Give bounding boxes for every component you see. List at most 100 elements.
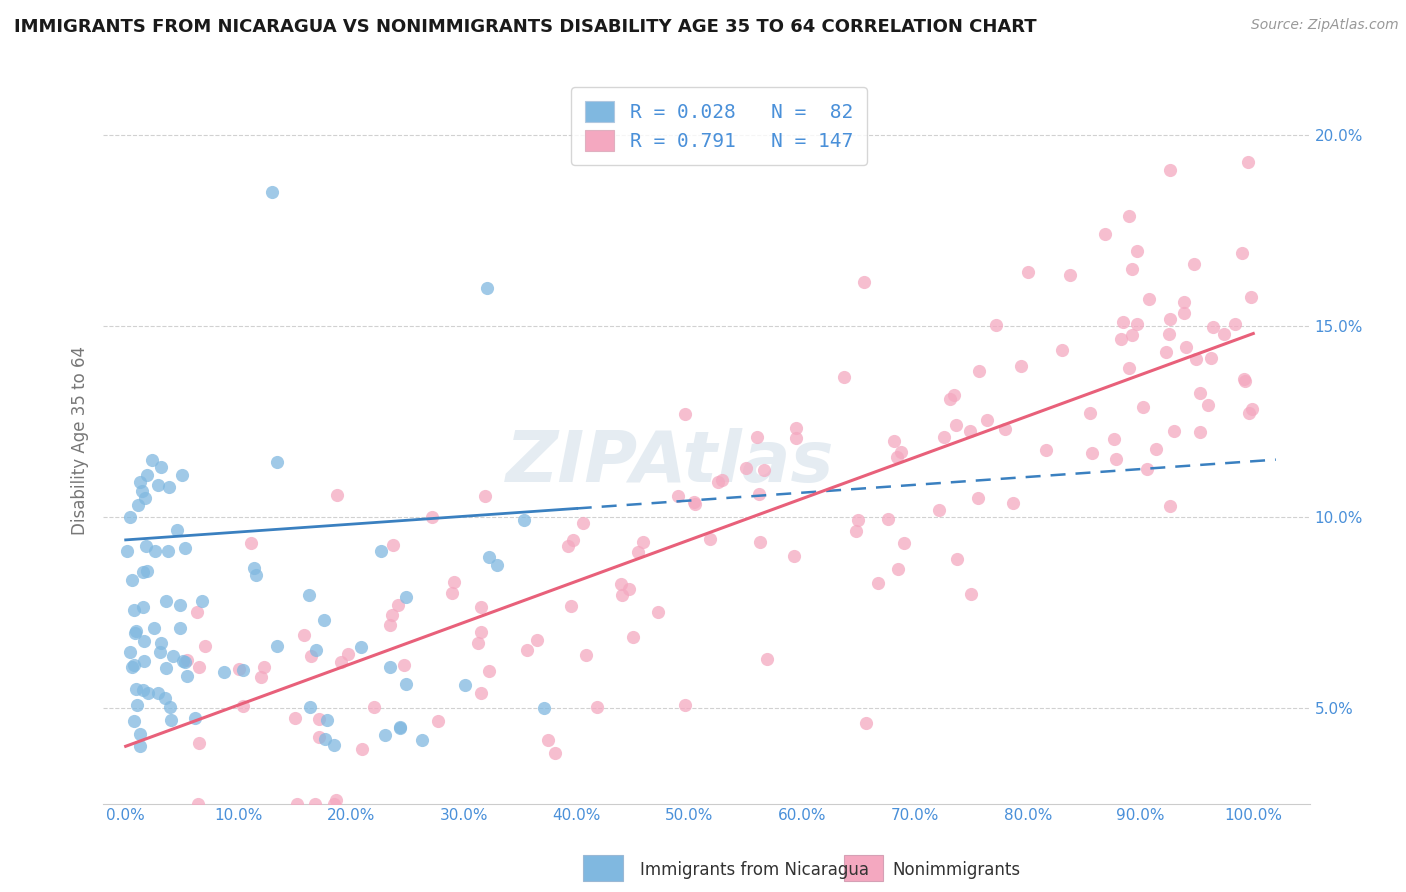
Point	[967, 491, 990, 506]
Point	[1199, 351, 1222, 365]
Point	[136, 565, 159, 579]
Point	[387, 599, 409, 613]
Point	[1109, 333, 1132, 347]
Point	[536, 733, 558, 747]
Point	[453, 678, 475, 692]
Point	[1188, 425, 1211, 439]
Point	[562, 533, 585, 547]
Point	[394, 590, 416, 604]
Point	[572, 516, 595, 531]
Point	[1159, 499, 1181, 513]
Point	[1223, 318, 1246, 332]
Point	[1059, 268, 1081, 283]
Point	[135, 540, 157, 554]
Point	[785, 421, 807, 435]
Point	[960, 587, 983, 601]
Point	[1163, 425, 1185, 439]
Point	[783, 549, 806, 563]
Point	[169, 598, 191, 612]
Point	[299, 699, 322, 714]
Point	[1125, 244, 1147, 258]
Point	[131, 484, 153, 499]
Point	[683, 497, 706, 511]
Point	[118, 645, 141, 659]
Text: ZIPAtlas: ZIPAtlas	[506, 428, 834, 497]
Point	[946, 551, 969, 566]
Point	[245, 568, 267, 582]
Point	[381, 538, 404, 552]
Point	[162, 648, 184, 663]
Point	[1175, 340, 1198, 354]
Point	[150, 636, 173, 650]
Point	[945, 418, 967, 433]
Point	[329, 655, 352, 669]
Point	[754, 463, 776, 477]
Point	[253, 659, 276, 673]
Point	[285, 797, 308, 811]
Point	[159, 700, 181, 714]
Point	[155, 594, 177, 608]
Point	[132, 634, 155, 648]
Point	[1173, 306, 1195, 320]
Point	[1137, 292, 1160, 306]
Point	[266, 455, 288, 469]
Point	[560, 599, 582, 613]
Point	[323, 797, 346, 811]
Point	[132, 565, 155, 579]
Point	[325, 792, 347, 806]
Point	[395, 677, 418, 691]
Point	[427, 714, 450, 728]
Point	[1233, 374, 1256, 388]
Point	[284, 711, 307, 725]
Point	[486, 558, 509, 572]
Point	[1081, 446, 1104, 460]
Point	[1201, 320, 1223, 334]
Point	[745, 429, 768, 443]
Point	[993, 422, 1015, 436]
Point	[932, 430, 955, 444]
Point	[157, 480, 180, 494]
Point	[834, 370, 856, 384]
Point	[1188, 386, 1211, 401]
Point	[314, 731, 336, 746]
Point	[176, 653, 198, 667]
Point	[1135, 461, 1157, 475]
Point	[1240, 401, 1263, 416]
Point	[150, 459, 173, 474]
Point	[526, 632, 548, 647]
Y-axis label: Disability Age 35 to 64: Disability Age 35 to 64	[72, 346, 89, 535]
Point	[673, 407, 696, 421]
Point	[1182, 257, 1205, 271]
Point	[212, 665, 235, 679]
Point	[381, 608, 404, 623]
Point	[392, 658, 415, 673]
Point	[262, 185, 284, 199]
Point	[420, 510, 443, 524]
Point	[619, 582, 641, 596]
Point	[666, 489, 689, 503]
Point	[893, 536, 915, 550]
Point	[683, 495, 706, 509]
Point	[1185, 351, 1208, 366]
Point	[350, 742, 373, 756]
Point	[141, 452, 163, 467]
Point	[886, 562, 908, 576]
Point	[156, 543, 179, 558]
Point	[585, 699, 607, 714]
Point	[959, 424, 981, 438]
Point	[411, 732, 433, 747]
Point	[323, 738, 346, 752]
Point	[143, 543, 166, 558]
Point	[467, 636, 489, 650]
Point	[1125, 317, 1147, 331]
Text: Nonimmigrants: Nonimmigrants	[893, 861, 1021, 879]
Point	[846, 513, 869, 527]
Point	[170, 467, 193, 482]
Point	[188, 736, 211, 750]
Point	[890, 445, 912, 459]
Point	[1197, 398, 1219, 412]
Point	[173, 655, 195, 669]
Point	[187, 797, 209, 811]
Point	[146, 477, 169, 491]
Point	[1017, 265, 1039, 279]
